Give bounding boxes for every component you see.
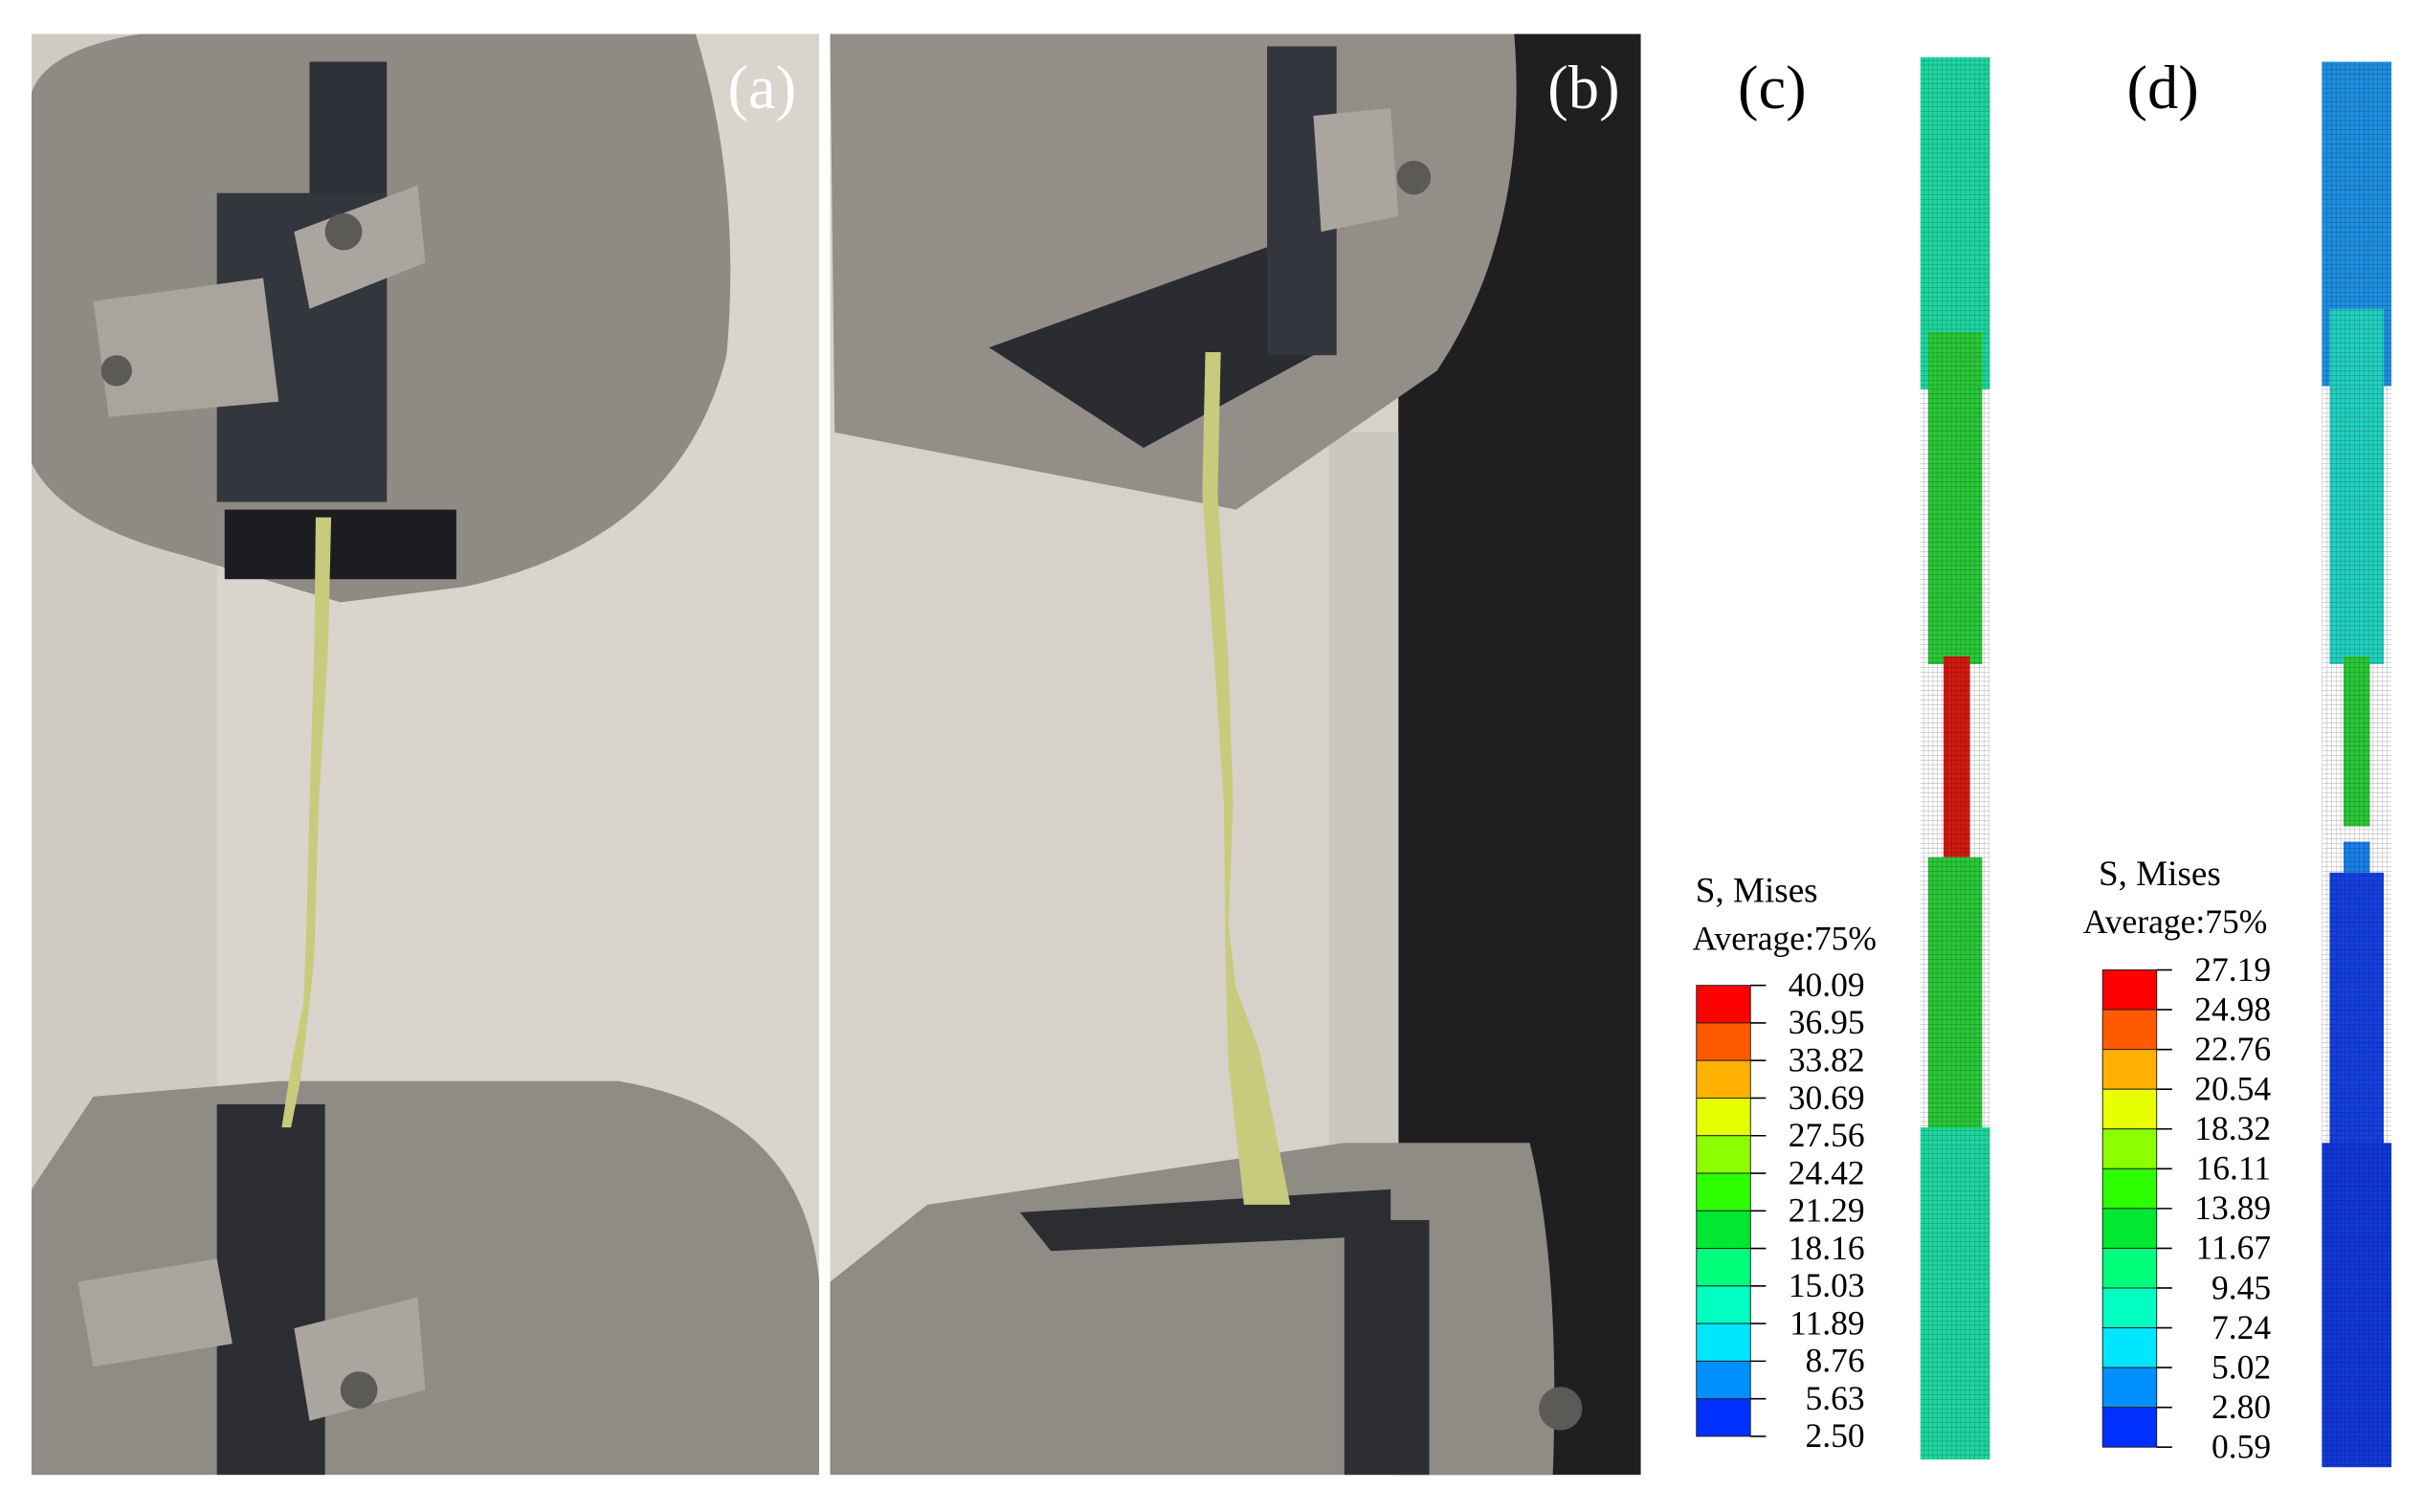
- legend-value: 20.54: [2194, 1069, 2271, 1107]
- legend-color-band: [1696, 1285, 1751, 1324]
- legend-value: 21.29: [1789, 1191, 1865, 1230]
- legend-value: 16.11: [2196, 1149, 2272, 1188]
- panel-label: (a): [728, 53, 797, 122]
- legend-value: 36.95: [1789, 1003, 1865, 1041]
- legend-value: 18.16: [1789, 1229, 1865, 1267]
- panel-label: (b): [1547, 53, 1619, 122]
- legend-color-band: [2101, 1167, 2158, 1210]
- legend-value: 0.59: [2212, 1428, 2271, 1466]
- legend-subtitle: Average:75%: [1692, 920, 1877, 958]
- legend-color-band: [1696, 985, 1751, 1024]
- legend-value: 24.98: [2194, 989, 2271, 1028]
- legend-value: 8.76: [1806, 1342, 1865, 1380]
- legend-color-band: [1696, 1172, 1751, 1212]
- legend-value: 11.67: [2196, 1229, 2272, 1267]
- legend-color-band: [1696, 1323, 1751, 1362]
- legend-color-band: [2101, 1407, 2158, 1448]
- legend-value: 9.45: [2212, 1268, 2271, 1306]
- legend-value: 2.50: [1806, 1416, 1865, 1455]
- legend-color-band: [1696, 1135, 1751, 1174]
- legend-subtitle: Average:75%: [2083, 902, 2268, 941]
- legend-value: 27.56: [1789, 1116, 1865, 1154]
- legend-value: 40.09: [1789, 966, 1865, 1004]
- legend-color-band: [2101, 1009, 2158, 1051]
- panel-label: (d): [2127, 53, 2199, 122]
- legend-color-band: [2101, 1049, 2158, 1090]
- legend-color-band: [1696, 1360, 1751, 1400]
- legend-value: 15.03: [1789, 1266, 1865, 1304]
- legend-title: S, Mises: [1696, 872, 1818, 911]
- legend-color-band: [2101, 1327, 2158, 1368]
- legend-color-band: [1696, 1210, 1751, 1250]
- fea-model-c: [1920, 56, 1990, 1460]
- legend-title: S, Mises: [2099, 855, 2221, 894]
- legend-value: 2.80: [2212, 1388, 2271, 1426]
- legend-color-band: [1696, 1059, 1751, 1099]
- legend-value: 5.02: [2212, 1347, 2271, 1386]
- legend-color-band: [2101, 1088, 2158, 1130]
- legend-color-band: [1696, 1398, 1751, 1437]
- legend-color-band: [2101, 1367, 2158, 1409]
- legend-value: 5.63: [1806, 1379, 1865, 1417]
- legend-value: 33.82: [1789, 1041, 1865, 1079]
- legend-color-band: [2101, 1287, 2158, 1329]
- legend-color-band: [2101, 1128, 2158, 1169]
- legend-color-band: [2101, 1208, 2158, 1249]
- legend-color-band: [1696, 1248, 1751, 1287]
- photo-b: [830, 33, 1641, 1476]
- legend-color-band: [2101, 969, 2158, 1011]
- legend-value: 18.32: [2194, 1109, 2271, 1147]
- legend-value: 13.89: [2194, 1189, 2271, 1227]
- panel-label: (c): [1738, 53, 1807, 122]
- legend-color-band: [2101, 1247, 2158, 1289]
- legend-value: 24.42: [1789, 1153, 1865, 1191]
- legend-value: 30.69: [1789, 1078, 1865, 1117]
- legend-color-band: [1696, 1022, 1751, 1061]
- legend-value: 22.76: [2194, 1030, 2271, 1068]
- photo-a: [31, 33, 820, 1476]
- fea-model-d: [2322, 61, 2392, 1468]
- legend-value: 7.24: [2212, 1308, 2271, 1346]
- legend-value: 11.89: [1789, 1303, 1865, 1342]
- legend-value: 27.19: [2194, 950, 2271, 989]
- legend-color-band: [1696, 1097, 1751, 1137]
